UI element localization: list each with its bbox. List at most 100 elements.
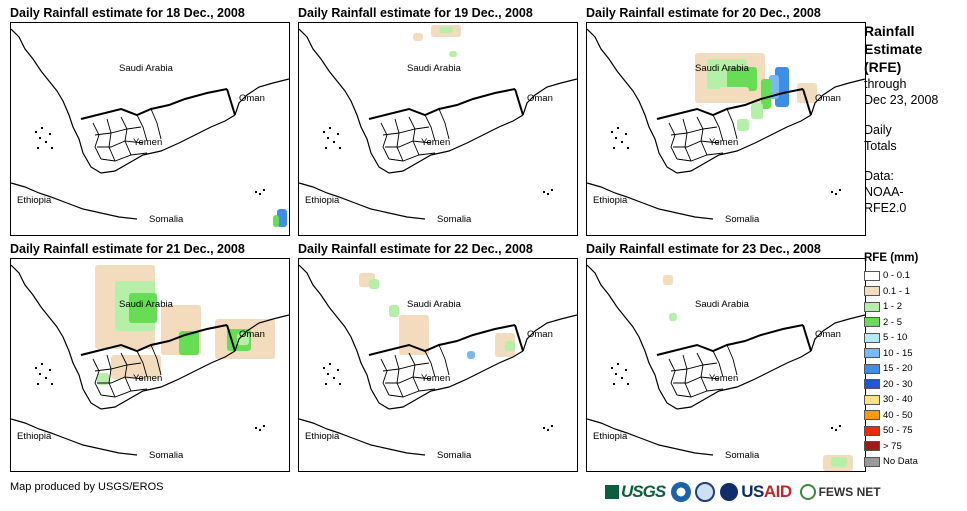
island — [35, 131, 37, 133]
island — [41, 127, 43, 129]
fews-net-leaf-icon — [799, 484, 816, 500]
governorate-boundary — [726, 108, 738, 140]
island — [839, 425, 841, 427]
legend-swatch — [864, 363, 880, 374]
label-saudi-arabia: Saudi Arabia — [407, 299, 461, 310]
governorate-boundary — [673, 140, 720, 148]
island — [339, 147, 341, 149]
rainfall-patch — [831, 457, 847, 467]
map-frame: Saudi Arabia Oman Yemen Ethiopia Somalia — [586, 258, 866, 472]
label-ethiopia: Ethiopia — [17, 195, 52, 206]
panel-title: Daily Rainfall estimate for 20 Dec., 200… — [586, 6, 821, 20]
island — [39, 373, 41, 375]
panel-title: Daily Rainfall estimate for 19 Dec., 200… — [298, 6, 533, 20]
label-ethiopia: Ethiopia — [305, 431, 340, 442]
governorate-boundary — [388, 152, 436, 162]
legend-swatch — [864, 317, 880, 328]
oman-border — [802, 88, 812, 116]
island — [621, 141, 623, 143]
governorate-boundary — [94, 126, 142, 136]
rainfall-patch — [737, 119, 749, 131]
legend-label: 15 - 20 — [883, 363, 913, 375]
rainfall-patch — [277, 209, 287, 227]
island — [621, 377, 623, 379]
island — [547, 429, 549, 431]
side-source-line2: RFE2.0 — [864, 201, 907, 215]
legend-label: 0.1 - 1 — [883, 285, 910, 297]
legend-item: 15 - 20 — [864, 361, 918, 377]
island — [325, 147, 327, 149]
legend-item: 10 - 15 — [864, 346, 918, 362]
island — [835, 429, 837, 431]
island — [831, 191, 833, 193]
governorate-boundary — [712, 350, 724, 378]
coastline — [587, 264, 812, 410]
label-saudi-arabia: Saudi Arabia — [119, 299, 173, 310]
legend-label: 5 - 10 — [883, 332, 908, 344]
map-panel-1: Daily Rainfall estimate for 18 Dec., 200… — [10, 6, 290, 236]
island — [551, 425, 553, 427]
panel-title: Daily Rainfall estimate for 18 Dec., 200… — [10, 6, 245, 20]
side-data-label: Data: — [864, 169, 894, 183]
map-graphic — [11, 264, 289, 456]
map-panel-4: Daily Rainfall estimate for 21 Dec., 200… — [10, 242, 290, 472]
rainfall-patch — [411, 329, 429, 349]
map-frame: Saudi Arabia Oman Yemen Ethiopia Somalia — [298, 22, 578, 236]
logos: USGS USAID FEWS NET — [605, 481, 881, 503]
governorate-boundary — [676, 152, 724, 162]
legend-label: 10 - 15 — [883, 347, 913, 359]
oman-border — [514, 88, 524, 116]
island — [625, 133, 627, 135]
island — [617, 127, 619, 129]
island — [613, 147, 615, 149]
label-yemen: Yemen — [421, 137, 451, 148]
side-source-line1: NOAA- — [864, 185, 904, 199]
governorate-boundary — [97, 376, 144, 384]
governorate-boundary — [94, 362, 142, 372]
map-frame: Saudi Arabia Oman Yemen Ethiopia Somalia — [298, 258, 578, 472]
map-frame: Saudi Arabia Oman Yemen Ethiopia Somalia — [10, 22, 290, 236]
governorate-boundary — [106, 118, 116, 162]
legend-label: 30 - 40 — [883, 394, 913, 406]
coastline — [299, 28, 524, 174]
label-yemen: Yemen — [709, 137, 739, 148]
yemen-border — [80, 88, 228, 120]
legend-swatch — [864, 441, 880, 452]
side-totals: Totals — [864, 139, 897, 153]
governorate-boundary — [682, 354, 692, 398]
island — [831, 427, 833, 429]
island — [37, 147, 39, 149]
side-daily: Daily — [864, 123, 892, 137]
island — [325, 383, 327, 385]
governorate-boundary — [696, 116, 708, 156]
legend-swatch — [864, 394, 880, 405]
governorate-boundary — [120, 352, 132, 392]
governorate-boundary — [136, 350, 148, 378]
legend-swatch — [864, 286, 880, 297]
yemen-border — [656, 324, 804, 356]
label-yemen: Yemen — [421, 373, 451, 384]
island — [617, 363, 619, 365]
governorate-boundary — [676, 388, 724, 398]
governorate-boundary — [380, 358, 390, 396]
africa-coastline — [11, 418, 138, 456]
rainfall-patch — [129, 293, 157, 323]
label-saudi-arabia: Saudi Arabia — [695, 63, 749, 74]
rainfall-patch — [439, 27, 453, 33]
island — [263, 189, 265, 191]
coastline — [522, 78, 577, 116]
map-panel-6: Daily Rainfall estimate for 23 Dec., 200… — [586, 242, 866, 472]
governorate-boundary — [380, 122, 390, 160]
map-panel-2: Daily Rainfall estimate for 19 Dec., 200… — [298, 6, 578, 236]
legend-swatch — [864, 270, 880, 281]
label-ethiopia: Ethiopia — [305, 195, 340, 206]
label-yemen: Yemen — [133, 373, 163, 384]
rainfall-patch — [369, 279, 379, 289]
governorate-boundary — [92, 358, 102, 396]
coastline — [522, 314, 577, 352]
legend-item: 0.1 - 1 — [864, 284, 918, 300]
legend-label: > 75 — [883, 440, 902, 452]
island — [839, 189, 841, 191]
rainfall-patch — [111, 355, 161, 379]
rainfall-patch — [389, 305, 399, 317]
